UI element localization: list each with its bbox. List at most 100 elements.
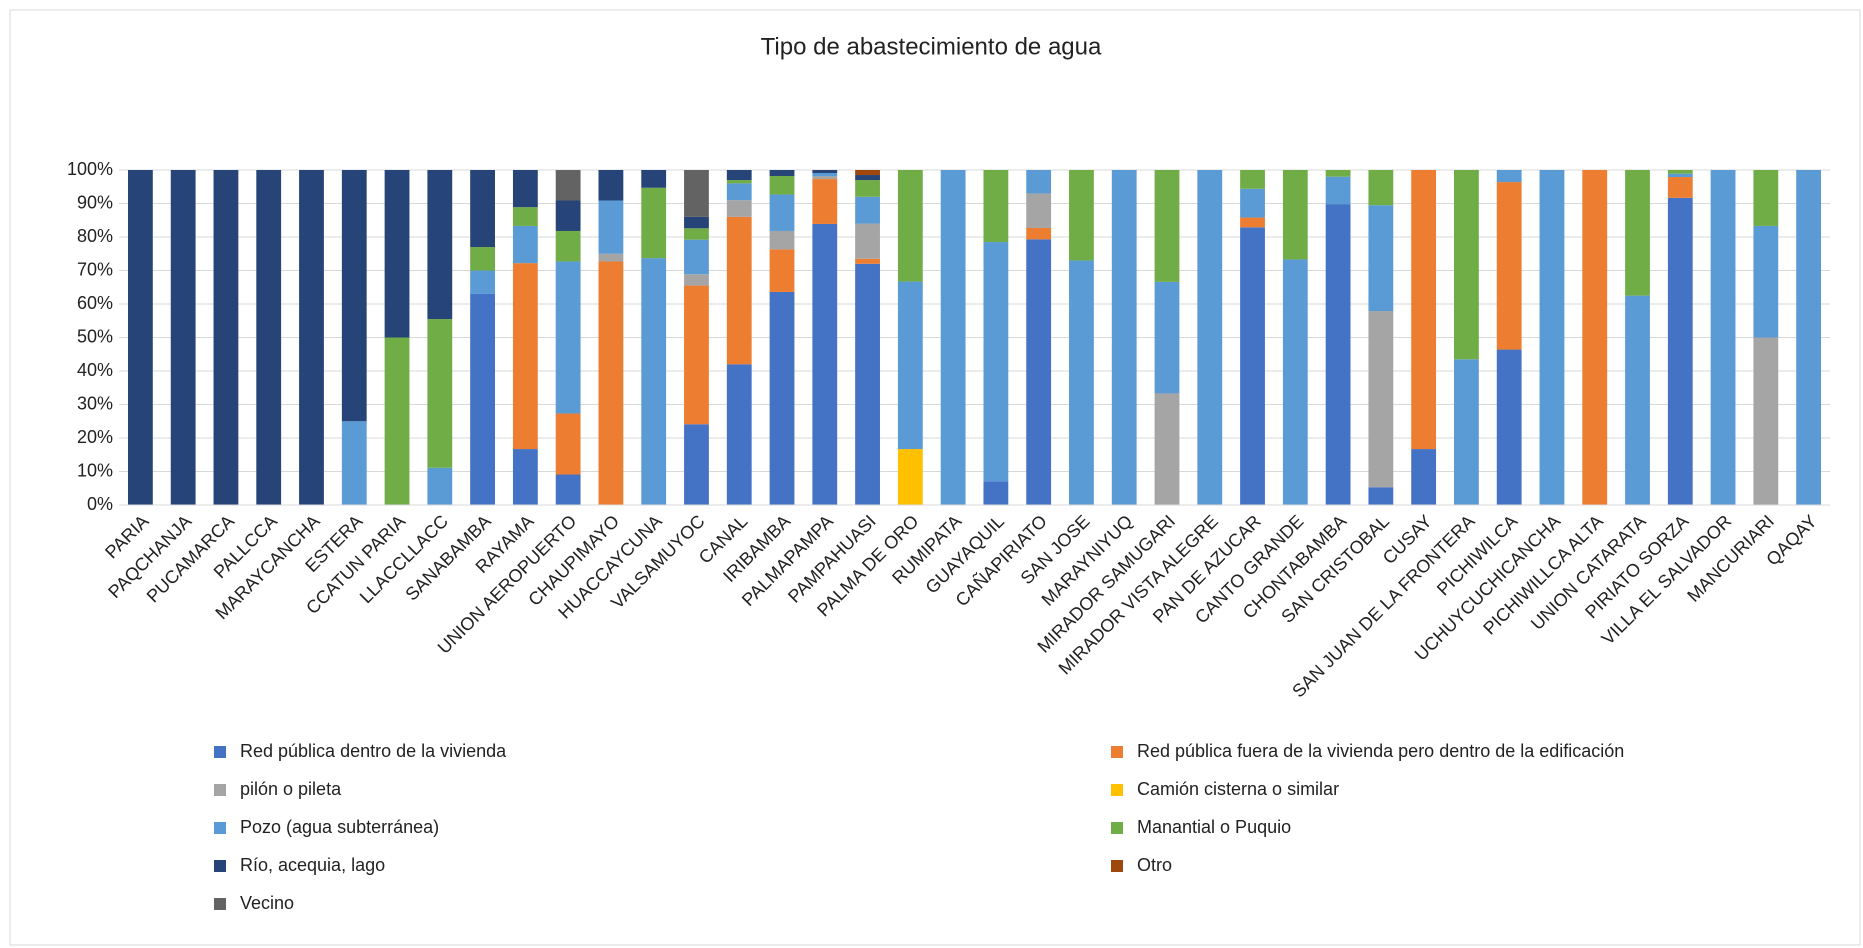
- bar-segment: [897, 449, 923, 505]
- bar-segment: [555, 474, 581, 505]
- bar-segment: [769, 176, 795, 195]
- bar-segment: [598, 261, 624, 505]
- bar-segment: [470, 247, 495, 271]
- bar-segment: [512, 449, 538, 505]
- bar-segment: [1496, 170, 1522, 183]
- bar-segment: [855, 263, 880, 505]
- bar-segment: [726, 364, 752, 505]
- bar-segment: [427, 319, 453, 468]
- bar-segment: [512, 207, 538, 226]
- bar-segment: [1197, 170, 1223, 505]
- bar-segment: [555, 230, 581, 262]
- bar-segment: [1667, 170, 1693, 174]
- bar-segment: [769, 170, 795, 177]
- bar-segment: [855, 175, 880, 181]
- bar-segment: [1154, 393, 1180, 505]
- bar-segment: [726, 183, 752, 201]
- bar-segment: [1325, 176, 1351, 205]
- bar-segment: [427, 170, 453, 320]
- y-tick-label: 70%: [77, 259, 113, 279]
- bar-segment: [1240, 217, 1265, 228]
- legend-swatch: [214, 746, 226, 758]
- bar-segment: [684, 239, 709, 275]
- bar-segment: [170, 170, 196, 505]
- bar-segment: [684, 274, 709, 286]
- y-tick-label: 10%: [77, 460, 113, 480]
- legend-label: pilón o pileta: [240, 779, 342, 799]
- bar-segment: [769, 194, 795, 231]
- bar-segment: [684, 216, 709, 229]
- chart-title: Tipo de abastecimiento de agua: [761, 33, 1102, 60]
- legend-label: Manantial o Puquio: [1137, 817, 1291, 837]
- bar-segment: [1368, 205, 1394, 312]
- bar-segment: [769, 230, 795, 250]
- bar-segment: [213, 170, 239, 505]
- bar-segment: [1154, 281, 1180, 394]
- bar-segment: [1667, 197, 1693, 505]
- bar-segment: [1667, 173, 1693, 178]
- bar-segment: [1539, 170, 1565, 505]
- legend-label: Red pública dentro de la vivienda: [240, 741, 507, 761]
- bar-segment: [299, 170, 324, 505]
- bar-segment: [1368, 487, 1394, 505]
- bar-segment: [1582, 170, 1608, 505]
- bar-segment: [684, 170, 709, 217]
- bar-segment: [1454, 359, 1479, 505]
- bar-segment: [1753, 225, 1779, 338]
- bar-segment: [726, 216, 752, 365]
- bar-segment: [897, 281, 923, 450]
- bar-segment: [427, 467, 453, 505]
- bar-segment: [983, 481, 1009, 505]
- bar-segment: [855, 223, 880, 259]
- legend-swatch: [1111, 822, 1123, 834]
- legend-label: Río, acequia, lago: [240, 855, 385, 875]
- bar-segment: [812, 223, 838, 505]
- legend-label: Red pública fuera de la vivienda pero de…: [1137, 741, 1624, 761]
- bar-segment: [769, 249, 795, 292]
- bar-segment: [1368, 170, 1394, 206]
- bar-segment: [1753, 337, 1779, 505]
- bar-segment: [1240, 227, 1265, 505]
- bar-segment: [1710, 170, 1736, 505]
- bar-segment: [1282, 170, 1308, 260]
- bar-segment: [726, 180, 752, 184]
- y-tick-label: 20%: [77, 427, 113, 447]
- bar-segment: [1753, 170, 1779, 226]
- bar-segment: [726, 200, 752, 217]
- bar-segment: [983, 242, 1009, 482]
- bar-segment: [470, 293, 495, 505]
- bar-segment: [641, 170, 667, 188]
- bar-segment: [384, 170, 410, 338]
- y-tick-label: 60%: [77, 293, 113, 313]
- bar-segment: [897, 170, 923, 282]
- bar-segment: [940, 170, 966, 505]
- bar-segment: [684, 285, 709, 425]
- bar-segment: [512, 225, 538, 264]
- bar-segment: [855, 196, 880, 224]
- bar-segment: [1368, 311, 1394, 488]
- bar-segment: [598, 170, 624, 201]
- legend-swatch: [214, 860, 226, 872]
- y-tick-label: 100%: [67, 159, 113, 179]
- bar-segment: [555, 200, 581, 231]
- legend-swatch: [214, 822, 226, 834]
- bar-segment: [341, 421, 367, 505]
- bar-segment: [127, 170, 153, 505]
- legend-label: Camión cisterna o similar: [1137, 779, 1339, 799]
- bar-segment: [1496, 349, 1522, 505]
- bar-segment: [812, 176, 838, 180]
- bar-segment: [555, 261, 581, 414]
- bar-segment: [726, 170, 752, 181]
- bar-segment: [512, 170, 538, 208]
- bar-segment: [341, 170, 367, 422]
- bar-segment: [598, 253, 624, 262]
- bar-segment: [769, 291, 795, 505]
- bar-segment: [812, 173, 838, 177]
- bar-segment: [641, 187, 667, 259]
- bar-segment: [641, 258, 667, 505]
- legend-swatch: [1111, 784, 1123, 796]
- bar-segment: [1026, 193, 1052, 228]
- bar-segment: [256, 170, 282, 505]
